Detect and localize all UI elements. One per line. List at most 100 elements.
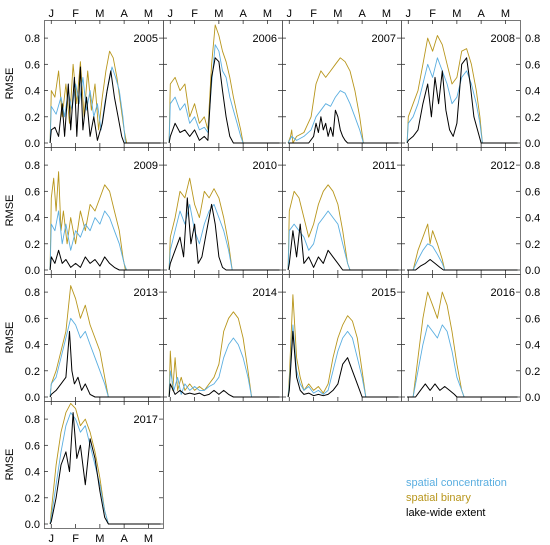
panel-2016-ytick-label-right: 0.0 xyxy=(525,392,540,404)
legend-entry-spatial-concentration: spatial concentration xyxy=(406,477,507,489)
panel-2017-xtick-label-bottom: M xyxy=(95,533,104,545)
panel-2008-xtick-label-top: F xyxy=(429,8,436,20)
panel-2013-ytick-label: 0.8 xyxy=(25,287,40,299)
panel-2010-line-bin xyxy=(168,177,280,271)
panel-2017-ytick-label: 0.6 xyxy=(25,440,40,452)
panel-2005-xtick-label-top: M xyxy=(144,8,153,20)
panel-2016-frame xyxy=(401,274,521,402)
panel-2013: 0.0 0.2 0.4 0.6 0.8 RMSE 2013 xyxy=(4,274,164,404)
panel-2017-line-extent xyxy=(49,412,161,525)
panel-2015: 2015 xyxy=(282,274,402,402)
panel-2006-line-conc xyxy=(168,44,280,144)
panel-2010-year-label: 2010 xyxy=(253,160,277,172)
panel-2013-ytick-label: 0.2 xyxy=(25,366,40,378)
panel-2007-line-conc xyxy=(287,90,399,144)
panel-2013-line-bin xyxy=(49,285,161,398)
panel-2008-xtick-label-top: M xyxy=(452,8,461,20)
panel-2017-xtick-label-bottom: F xyxy=(72,533,79,545)
panel-2008-line-conc xyxy=(406,57,518,144)
panel-2006-year-label: 2006 xyxy=(253,33,277,45)
panel-2014: 2014 xyxy=(163,274,283,402)
panel-2011-line-bin xyxy=(287,184,399,271)
panel-2017-ytick-label: 0.4 xyxy=(25,467,40,479)
panel-2012-line-conc xyxy=(407,243,518,271)
panel-2017: 0.0 0.2 0.4 0.6 0.8 RMSE J F M A M 2017 xyxy=(4,401,164,545)
panel-2011-line-extent xyxy=(287,223,399,271)
panel-2005-xtick-label-top: F xyxy=(72,8,79,20)
panel-2006-line-bin xyxy=(168,24,280,144)
panel-2005-ytick-label: 0.0 xyxy=(25,138,40,150)
panel-2011-year-label: 2011 xyxy=(372,160,396,172)
panel-2009-ytick-label: 0.8 xyxy=(25,160,40,172)
panel-2007-line-bin xyxy=(287,57,399,144)
panel-2013-ytick-label: 0.0 xyxy=(25,392,40,404)
panel-2014-year-label: 2014 xyxy=(253,287,277,299)
panel-2009-ytick-label: 0.6 xyxy=(25,186,40,198)
panel-2005-year-label: 2005 xyxy=(134,33,158,45)
panel-2011: 2011 xyxy=(282,147,402,275)
panel-2013-ylabel: RMSE xyxy=(4,322,16,354)
panel-2009-ytick-label: 0.2 xyxy=(25,239,40,251)
panel-2013-line-conc xyxy=(49,317,161,398)
panel-2008-ytick-label-right: 0.0 xyxy=(525,138,540,150)
panel-2007-xtick-label-top: J xyxy=(287,8,293,20)
panel-2017-ylabel: RMSE xyxy=(4,449,16,481)
panel-2008-ytick-label-right: 0.8 xyxy=(525,33,540,45)
panel-2006-xtick-label-top: M xyxy=(263,8,272,20)
panel-2005-xtick-label-top: A xyxy=(120,8,128,20)
panel-2017-xtick-label-bottom: J xyxy=(49,533,55,545)
panel-2006-xtick-label-top: J xyxy=(168,8,174,20)
panel-2008-line-bin xyxy=(406,35,518,144)
panel-2009: 0.0 0.2 0.4 0.6 0.8 RMSE 2009 xyxy=(4,147,164,277)
panel-2005-line-conc xyxy=(49,66,161,144)
panel-2012-ytick-label-right: 0.0 xyxy=(525,265,540,277)
panel-2005-ytick-label: 0.8 xyxy=(25,33,40,45)
panel-2017-ytick-label: 0.2 xyxy=(25,493,40,505)
panel-2005-ytick-label: 0.2 xyxy=(25,112,40,124)
panel-2012-ytick-label-right: 0.4 xyxy=(525,213,540,225)
panel-2010-line-extent xyxy=(168,197,280,271)
panel-2007-line-extent xyxy=(288,109,399,144)
legend-entry-spatial-binary: spatial binary xyxy=(406,492,471,504)
panel-2017-xtick-label-bottom: M xyxy=(144,533,153,545)
panel-2009-ytick-label: 0.0 xyxy=(25,265,40,277)
panel-2016: 0.0 0.2 0.4 0.6 0.8 2016 xyxy=(401,274,540,404)
panel-2016-ytick-label-right: 0.6 xyxy=(525,313,540,325)
panel-2016-ytick-label-right: 0.8 xyxy=(525,287,540,299)
panel-2014-line-bin xyxy=(168,311,280,398)
panel-2013-line-extent xyxy=(49,330,161,398)
panel-2007-xtick-label-top: M xyxy=(382,8,391,20)
panel-2012-ytick-label-right: 0.8 xyxy=(525,160,540,172)
panel-2007: J F M A M 2007 xyxy=(282,8,402,148)
panel-2010: 2010 xyxy=(163,147,283,275)
panel-2017-year-label: 2017 xyxy=(134,414,158,426)
panel-2008-ytick-label-right: 0.2 xyxy=(525,112,540,124)
panel-2007-year-label: 2007 xyxy=(372,33,396,45)
panel-2008-ytick-label-right: 0.4 xyxy=(525,86,540,98)
panel-2009-line-bin xyxy=(49,171,161,271)
panel-2014-line-conc xyxy=(168,337,280,398)
panel-2005-ylabel: RMSE xyxy=(4,68,16,100)
panel-2008-xtick-label-top: J xyxy=(406,8,412,20)
panel-2016-line-conc xyxy=(407,324,518,398)
panel-2005-xtick-label-top: M xyxy=(95,8,104,20)
panel-2008-xtick-label-top: A xyxy=(477,8,485,20)
panel-2006-xtick-label-top: A xyxy=(239,8,247,20)
panel-2005-ytick-label: 0.6 xyxy=(25,59,40,71)
panel-2017-ytick-label: 0.8 xyxy=(25,414,40,426)
panel-2009-ytick-label: 0.4 xyxy=(25,213,40,225)
panel-2007-xtick-label-top: A xyxy=(358,8,366,20)
panel-2017-frame xyxy=(44,401,164,529)
panel-2013-year-label: 2013 xyxy=(134,287,158,299)
panel-2013-ytick-label: 0.4 xyxy=(25,340,40,352)
panel-2009-line-conc xyxy=(49,210,161,271)
panel-2009-line-extent xyxy=(49,249,161,271)
panel-2009-year-label: 2009 xyxy=(134,160,158,172)
panel-2009-ylabel: RMSE xyxy=(4,195,16,227)
panel-2012-ytick-label-right: 0.6 xyxy=(525,186,540,198)
panel-2006-line-extent xyxy=(168,57,280,144)
panel-2005-line-bin xyxy=(49,50,161,144)
panel-2008-ytick-label-right: 0.6 xyxy=(525,59,540,71)
panel-2016-ytick-label-right: 0.4 xyxy=(525,340,540,352)
